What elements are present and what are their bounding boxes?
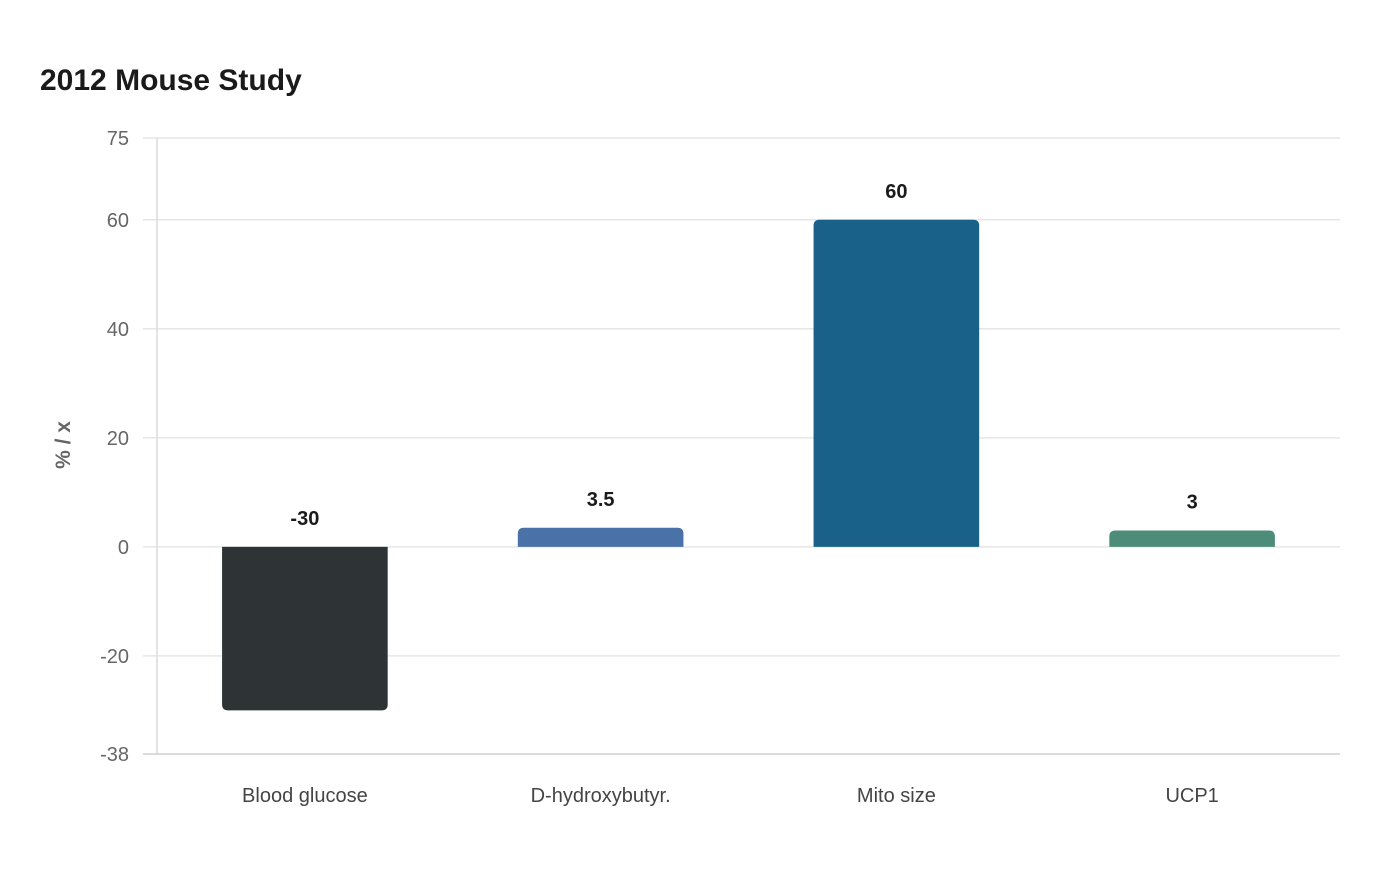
y-tick-label: 20 (107, 428, 129, 450)
axes (143, 138, 1340, 755)
y-tick-label: 40 (107, 319, 129, 341)
y-tick-label: 0 (118, 537, 129, 559)
x-tick-label: Blood glucose (242, 785, 368, 807)
y-tick-label: 60 (107, 210, 129, 232)
y-axis-title: % / x (52, 421, 75, 469)
y-tick-label: -38 (100, 744, 129, 766)
bar-blood-glucose (222, 546, 388, 711)
y-tick-label: 75 (107, 128, 129, 150)
bar-ucp1 (1109, 530, 1275, 547)
y-tick-label: -20 (100, 646, 129, 668)
labels: -38 -20 0 20 40 60 75 -30 Blood glucose 3.5 D-hydr… (100, 128, 1219, 807)
bar-mito-size (813, 219, 980, 547)
x-tick-label: UCP1 (1165, 785, 1218, 807)
value-label: 3 (1187, 491, 1198, 513)
x-tick-label: D-hydroxybutyr. (531, 785, 671, 807)
bars (222, 219, 1275, 711)
value-label: -30 (290, 508, 319, 530)
x-tick-label: Mito size (857, 785, 936, 807)
bar-d-hydroxybutyr- (517, 527, 684, 547)
value-label: 3.5 (587, 489, 615, 511)
chart-title: 2012 Mouse Study (40, 64, 302, 97)
value-label: 60 (885, 181, 907, 203)
